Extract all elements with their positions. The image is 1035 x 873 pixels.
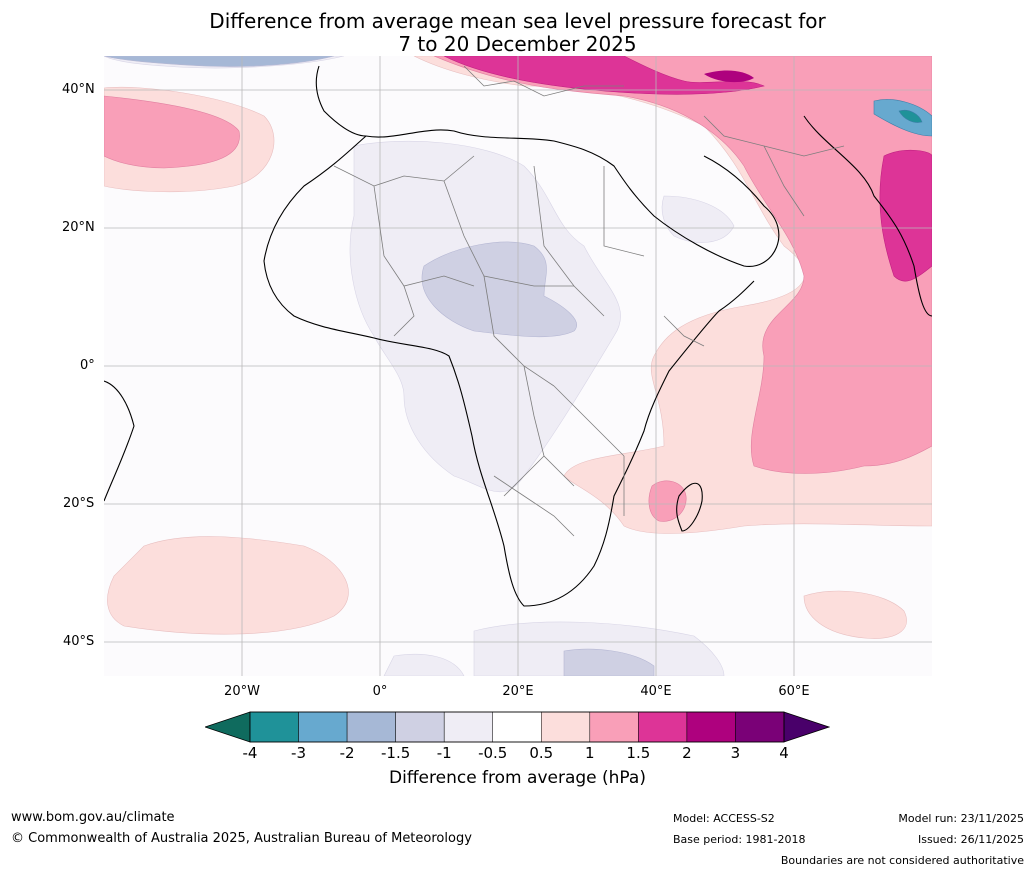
lon-label-20w: 20°W <box>224 684 260 699</box>
anomaly-blue <box>873 99 932 137</box>
colorbar-cell <box>638 711 688 743</box>
lat-label-20n: 20°N <box>62 220 95 235</box>
footer-website-link[interactable]: www.bom.gov.au/climate <box>11 810 175 825</box>
title-line-1: Difference from average mean sea level p… <box>209 9 826 33</box>
coastlines <box>104 65 932 607</box>
colorbar-tick-label: -2 <box>339 744 355 762</box>
colorbar-tick-label: -4 <box>242 744 258 762</box>
footer-issued: Issued: 26/11/2025 <box>917 833 1024 846</box>
colorbar-cell <box>395 711 445 743</box>
footer-disclaimer: Boundaries are not considered authoritat… <box>780 854 1024 867</box>
graticule <box>104 56 932 676</box>
colorbar-tick-label: 1.5 <box>626 744 651 762</box>
colorbar-tick-label: 2 <box>682 744 692 762</box>
colorbar-cell <box>298 711 348 743</box>
lat-label-equator: 0° <box>80 358 95 373</box>
map-svg <box>104 56 932 676</box>
footer-model-run: Model run: 23/11/2025 <box>898 812 1024 825</box>
anomaly-medium-pink <box>104 56 932 522</box>
colorbar-cell <box>589 711 639 743</box>
colorbar-tick-label: -3 <box>291 744 307 762</box>
colorbar-label: Difference from average (hPa) <box>389 768 646 788</box>
lat-label-40s: 40°S <box>63 634 95 649</box>
colorbar-cell <box>686 711 736 743</box>
colorbar-cell <box>346 711 396 743</box>
colorbar-cell <box>735 711 785 743</box>
lat-label-20s: 20°S <box>63 496 95 511</box>
title-line-2: 7 to 20 December 2025 <box>398 32 637 56</box>
colorbar-arrow-left <box>205 711 251 743</box>
colorbar-cells <box>249 711 785 743</box>
lon-label-60e: 60°E <box>778 684 810 699</box>
lon-label-40e: 40°E <box>640 684 672 699</box>
colorbar-tick-label: 0.5 <box>529 744 554 762</box>
lon-label-20e: 20°E <box>502 684 534 699</box>
footer-base-period: Base period: 1981-2018 <box>673 833 806 846</box>
map-title: Difference from average mean sea level p… <box>0 10 1035 56</box>
country-borders <box>333 65 845 537</box>
colorbar-arrow-right <box>783 711 830 743</box>
footer-model: Model: ACCESS-S2 <box>673 812 775 825</box>
lat-label-40n: 40°N <box>62 82 95 97</box>
colorbar-cell <box>249 711 299 743</box>
colorbar-tick-label: 4 <box>779 744 789 762</box>
colorbar-tick-label: 3 <box>730 744 741 762</box>
colorbar-cell <box>443 711 493 743</box>
colorbar <box>205 711 830 743</box>
colorbar-tick-label: -1 <box>436 744 452 762</box>
footer-copyright: © Commonwealth of Australia 2025, Austra… <box>11 831 472 846</box>
colorbar-tick-label: -1.5 <box>380 744 411 762</box>
anomaly-lavender <box>104 56 655 676</box>
colorbar-tick-label: -0.5 <box>478 744 508 762</box>
colorbar-cell <box>492 711 542 743</box>
colorbar-tick-label: 1 <box>585 744 595 762</box>
colorbar-cell <box>541 711 591 743</box>
lon-label-0: 0° <box>372 684 388 699</box>
anomaly-deep-magenta <box>704 70 754 83</box>
map-panel <box>104 56 932 676</box>
